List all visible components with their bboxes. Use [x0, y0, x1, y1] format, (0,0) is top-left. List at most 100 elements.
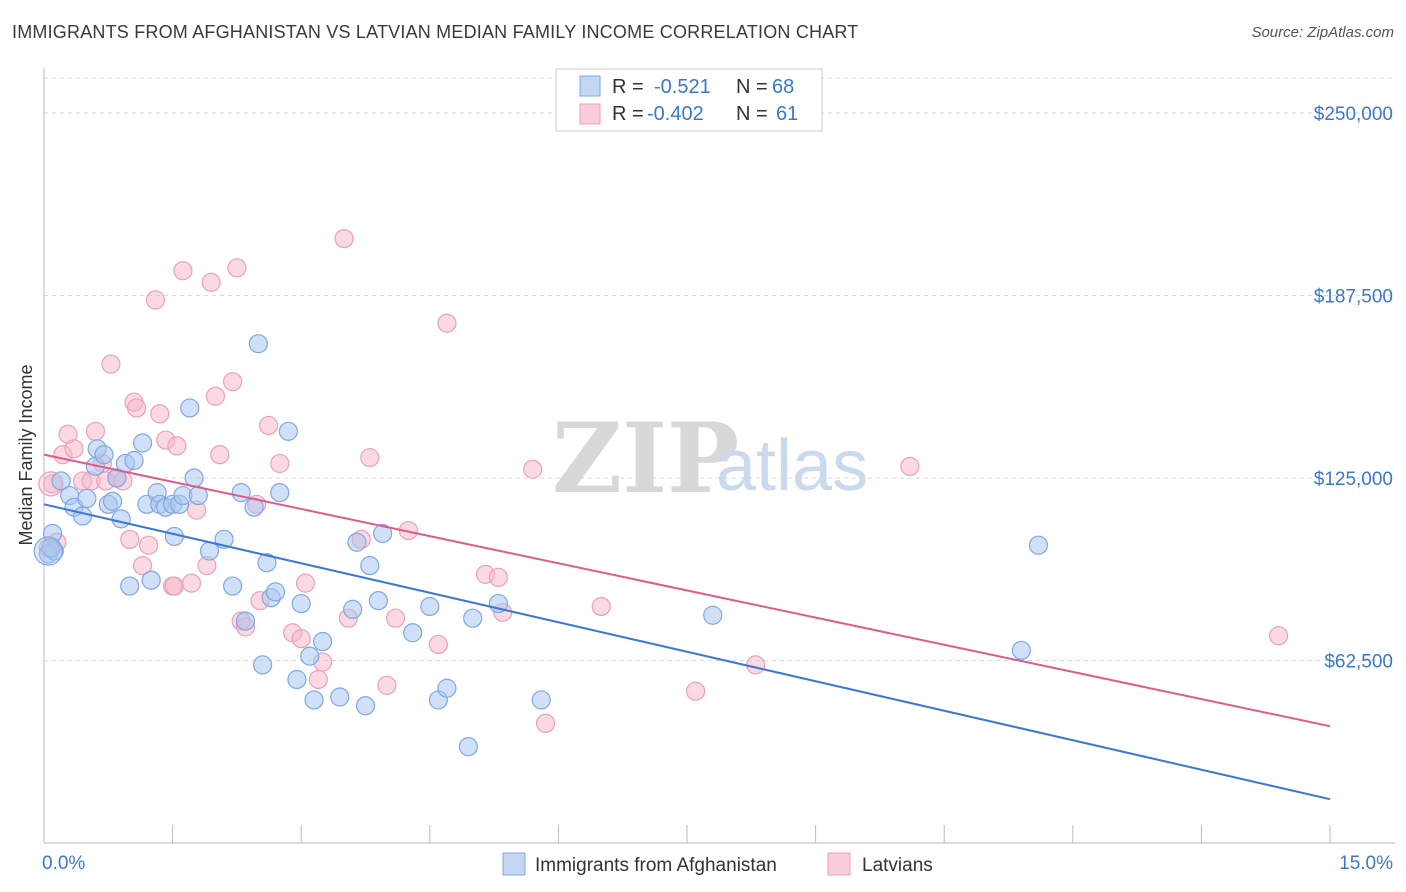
afghanistan-point-45: [300, 646, 320, 666]
afghanistan-point-46: [304, 690, 324, 710]
latvian-point-5: [64, 439, 84, 459]
afghanistan-point-cluster: [33, 536, 63, 566]
latvian-point-59: [591, 596, 611, 617]
legend-r-value-1: -0.521: [654, 76, 711, 98]
latvian-point-60: [685, 681, 706, 701]
afghanistan-point-20: [141, 570, 161, 590]
latvian-point-63: [1268, 626, 1289, 646]
afghanistan-point-66: [41, 538, 61, 558]
afghanistan-point-47: [313, 631, 333, 652]
axes: [43, 68, 1395, 844]
afghanistan-point-56: [420, 596, 440, 617]
latvian-point-25: [173, 261, 193, 281]
latvian-point-53: [437, 313, 457, 333]
latvian-point-38: [259, 415, 279, 436]
latvian-point-41: [291, 629, 311, 649]
x-tick-label-0: 0.0%: [42, 853, 85, 874]
afghanistan-point-53: [368, 591, 388, 611]
afghanistan-point-41: [270, 483, 290, 503]
latvian-point-29: [201, 272, 221, 292]
latvian-point-24: [167, 436, 187, 456]
afghanistan-point-13: [107, 468, 127, 488]
afghanistan-point-48: [330, 687, 350, 707]
afghanistan-point-10: [94, 445, 114, 465]
afghanistan-point-34: [231, 483, 251, 503]
bottom-legend-swatch-pink: [827, 852, 851, 876]
latvian-point-43: [308, 669, 328, 690]
latvian-point-17: [132, 556, 153, 576]
latvian-point-14: [120, 529, 140, 549]
latvian-point-52: [428, 634, 448, 655]
afghanistan-point-33: [223, 576, 243, 596]
chart-title: IMMIGRANTS FROM AFGHANISTAN VS LATVIAN M…: [12, 22, 859, 42]
y-tick-label-3: $250,000: [1314, 104, 1393, 125]
latvian-point-31: [210, 445, 230, 465]
latvian-point-26: [181, 573, 202, 593]
legend-swatch-pink: [579, 103, 601, 125]
trend-lines: [43, 453, 1331, 801]
afghanistan-point-44: [291, 593, 311, 614]
afghanistan-point-49: [343, 599, 363, 620]
grid-lines: [44, 77, 1395, 662]
afghanistan-trend-line: [43, 503, 1331, 801]
latvian-point-20: [150, 404, 170, 424]
latvian-point-61: [745, 655, 766, 675]
latvian-point-42: [295, 573, 316, 593]
latvian-point-49: [377, 675, 397, 695]
afghanistan-point-58: [437, 678, 457, 698]
afghanistan-point-43: [287, 669, 307, 690]
legend-n-value-2: 61: [776, 103, 798, 125]
afghanistan-point-55: [403, 623, 423, 643]
afghanistan-point-59: [458, 737, 478, 757]
y-tick-label-0: $62,500: [1324, 652, 1393, 673]
chart-source: Source: ZipAtlas.com: [1251, 24, 1394, 41]
correlation-legend: R = -0.521 N = 68 R = -0.402 N = 61: [555, 68, 823, 132]
afghanistan-point-62: [531, 690, 551, 710]
latvian-point-58: [535, 713, 556, 733]
afghanistan-point-60: [463, 608, 483, 628]
legend-n-label-2: N =: [736, 103, 768, 125]
latvian-point-45: [334, 228, 354, 249]
latvian-trend-line: [43, 453, 1331, 728]
afghanistan-point-51: [355, 696, 376, 716]
afghanistan-point-67: [235, 611, 256, 631]
latvian-point-62: [900, 456, 920, 476]
latvian-point-39: [270, 453, 290, 474]
afghanistan-point-37: [253, 655, 273, 675]
afghanistan-point-65: [1028, 535, 1049, 555]
latvian-point-11: [101, 354, 121, 374]
afghanistan-point-17: [124, 450, 144, 471]
afghanistan-point-16: [120, 576, 140, 596]
latvian-point-55: [488, 567, 508, 587]
legend-r-label-2: R =: [612, 103, 644, 125]
bottom-legend-swatch-blue: [502, 852, 526, 876]
afghanistan-point-40: [265, 582, 286, 602]
afghanistan-point-42: [278, 421, 298, 441]
legend-r-label-1: R =: [612, 76, 644, 98]
x-tick-labels: 0.0% 15.0%: [42, 853, 1393, 874]
afghanistan-point-54: [373, 523, 393, 544]
latvian-point-8: [85, 421, 106, 441]
afghanistan-point-6: [72, 506, 93, 526]
series-legend: Immigrants from Afghanistan Latvians: [502, 852, 933, 876]
afghanistan-point-3: [51, 471, 71, 491]
afghanistan-point-64: [1011, 640, 1031, 660]
y-tick-labels: $62,500 $125,000 $187,500 $250,000: [1314, 104, 1393, 672]
afghanistan-point-14: [111, 509, 131, 529]
afghanistan-point-12: [102, 491, 123, 511]
afghanistan-point-38: [257, 553, 277, 573]
afghanistan-point-63: [703, 605, 723, 625]
y-tick-label-1: $125,000: [1314, 469, 1393, 490]
bottom-legend-label-2: Latvians: [862, 855, 933, 876]
latvian-point-23: [164, 576, 184, 596]
afghanistan-point-36: [248, 334, 268, 354]
latvian-point-50: [385, 608, 406, 628]
watermark-atlas: atlas: [716, 426, 868, 506]
afghanistan-point-7: [77, 488, 97, 509]
latvian-point-19: [145, 290, 166, 310]
watermark-zip: ZIP: [552, 402, 739, 515]
legend-r-value-2: -0.402: [647, 103, 704, 125]
latvian-point-16: [126, 398, 147, 418]
afghanistan-point-28: [180, 398, 200, 418]
